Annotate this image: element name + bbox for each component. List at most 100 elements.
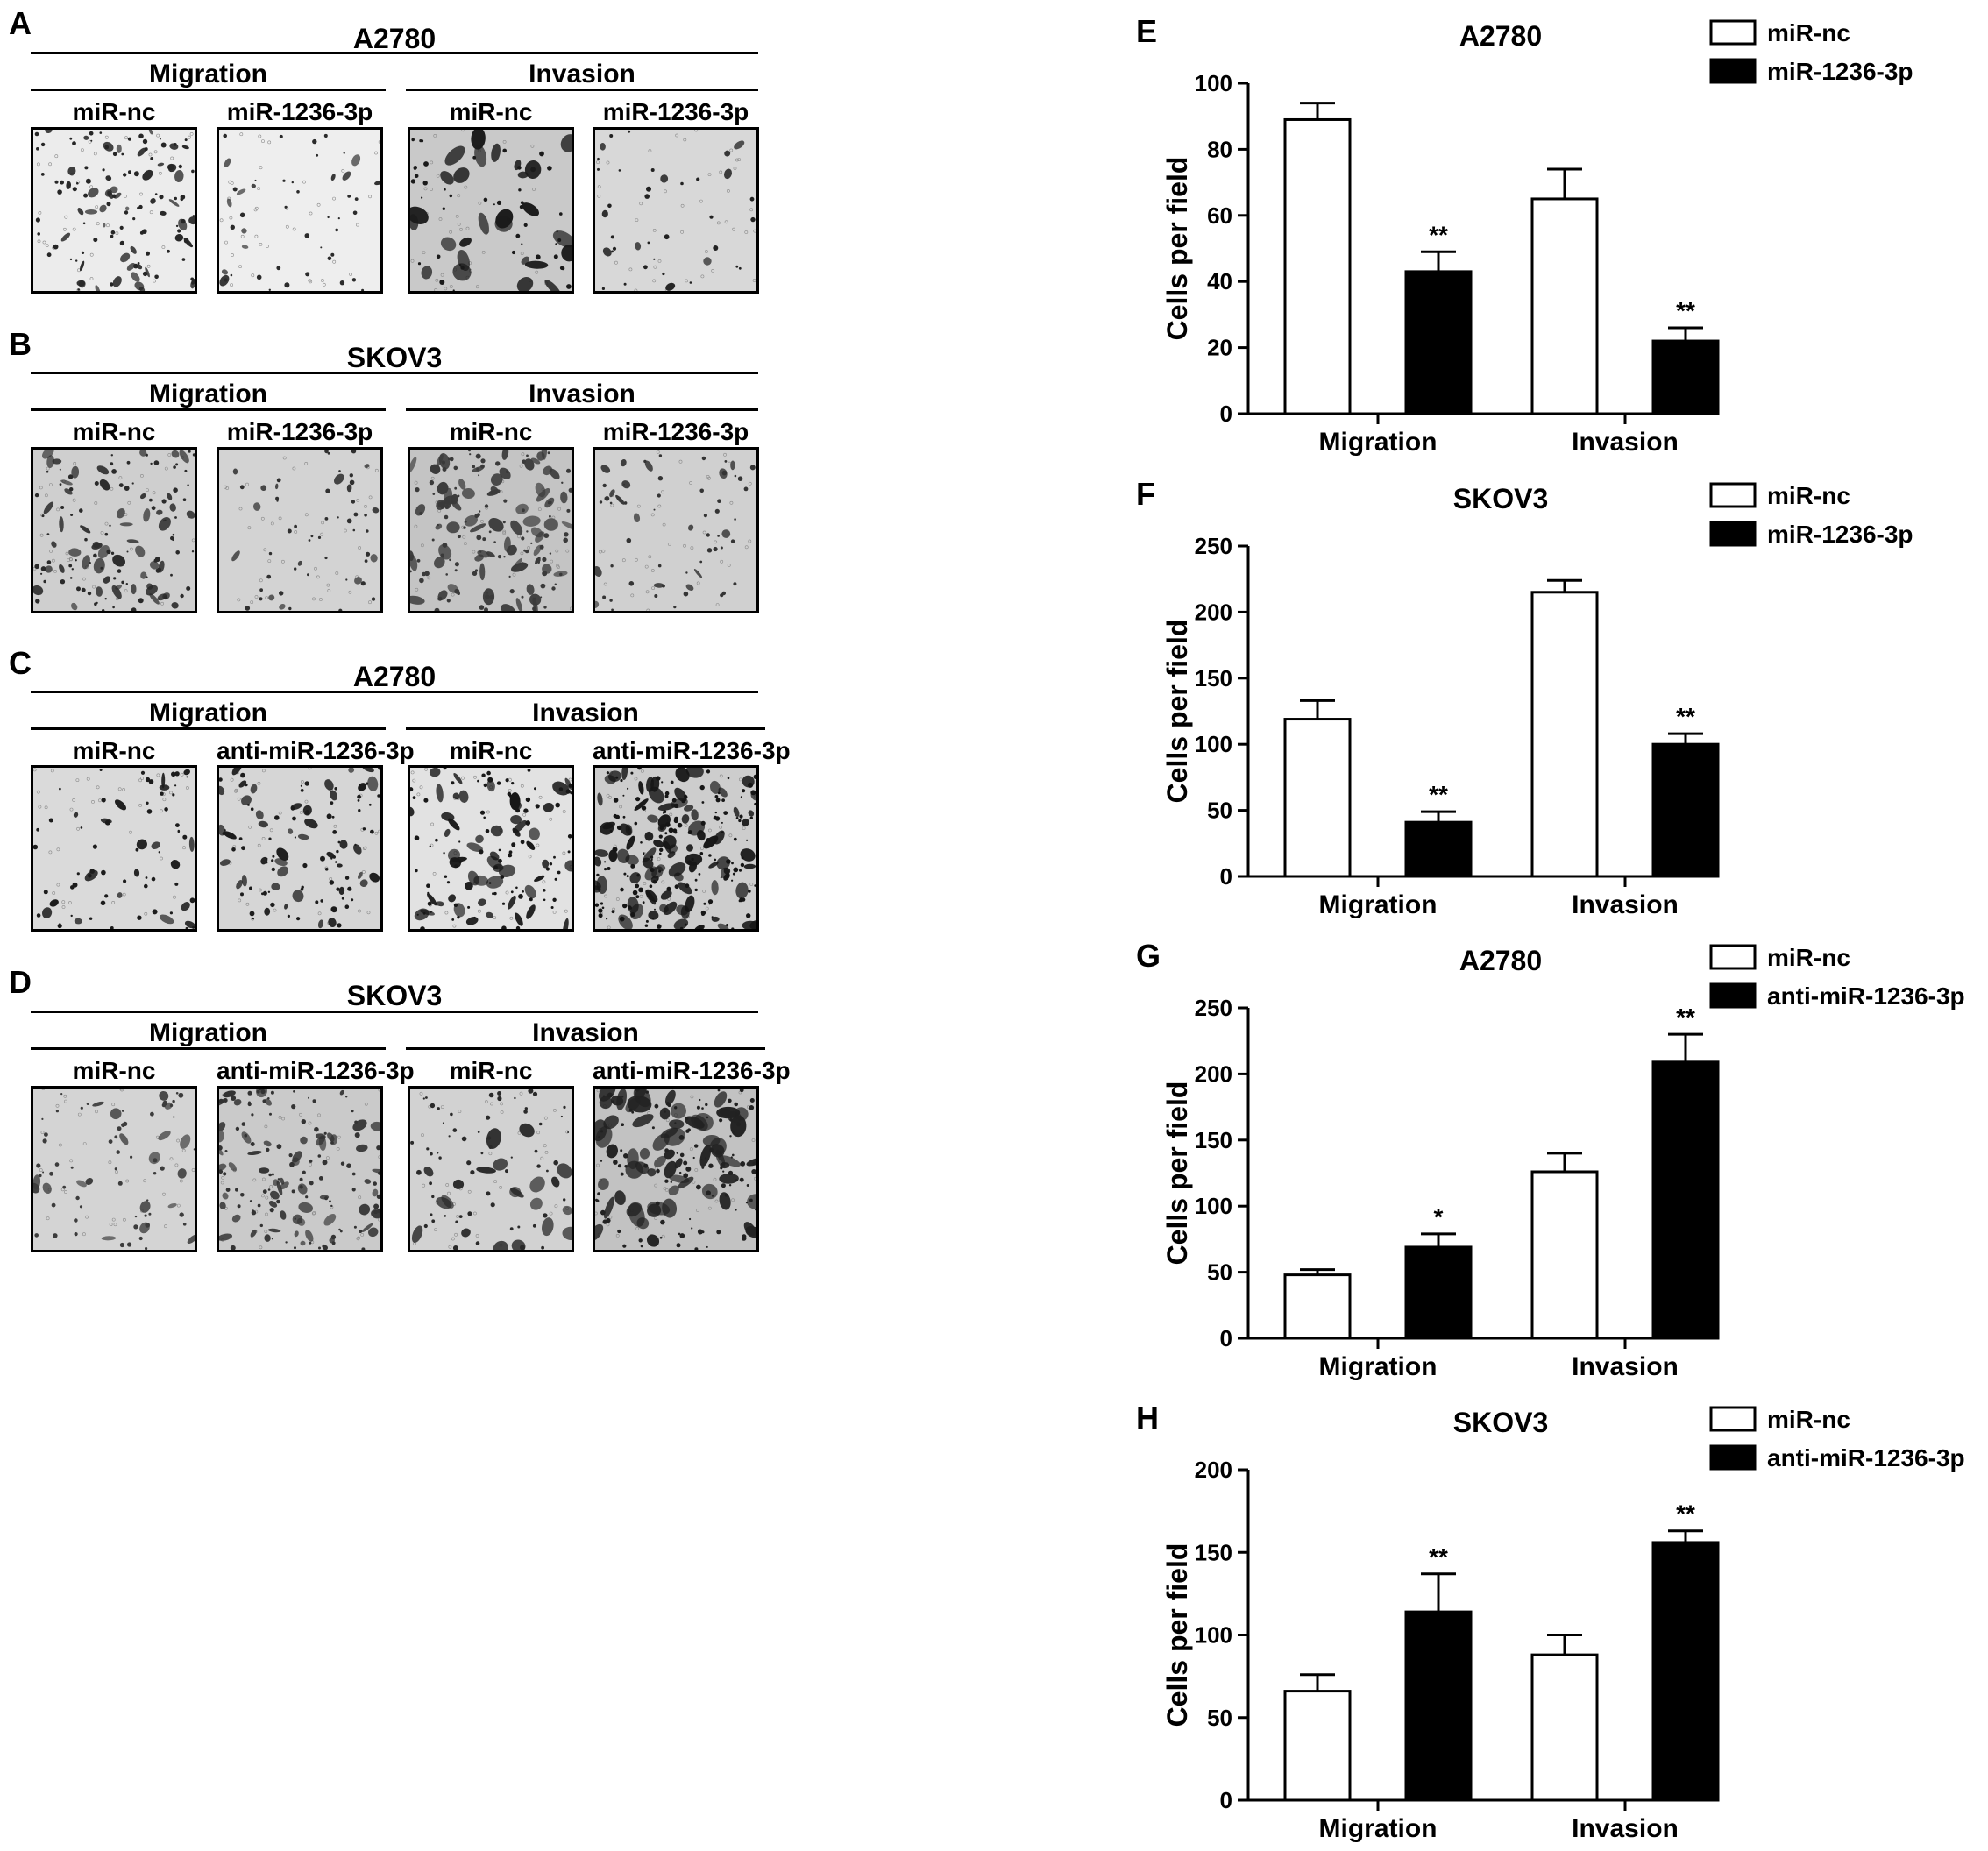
chart-panel-g: G A2780 0 50 100 150 200 250 Cells per field Migr… [1136,938,1965,1381]
legend-label: miR-nc [1767,944,1850,971]
significance-mark: ** [1676,703,1695,730]
y-tick-label: 200 [1195,1457,1232,1483]
y-axis-label: Cells per field [1161,620,1193,804]
chart-title: SKOV3 [1453,483,1548,514]
significance-mark: ** [1676,1004,1695,1031]
x-tick-label: Invasion [1572,1814,1679,1843]
micrograph [408,447,574,613]
significance-mark: ** [1676,1500,1695,1528]
y-tick-label: 0 [1220,1325,1232,1351]
y-tick-label: 150 [1195,665,1232,691]
bar-control [1283,718,1352,878]
panel-label: C [9,645,32,681]
x-tick-label: Migration [1319,1814,1438,1843]
bar-treatment [1651,1541,1720,1802]
y-tick-label: 200 [1195,1060,1232,1087]
legend-label: miR-nc [1767,19,1850,46]
title-rule [31,372,758,374]
micrograph [217,447,383,613]
y-tick-label: 80 [1207,136,1232,162]
group-title-invasion: Invasion [529,379,635,408]
bar-treatment [1651,1060,1720,1340]
significance-mark: ** [1429,1543,1448,1571]
bar-control [1530,1653,1599,1802]
micrograph [593,765,759,932]
bar-treatment [1404,270,1473,415]
chart-title: A2780 [1459,20,1542,52]
y-tick-label: 60 [1207,202,1232,229]
condition-label: miR-nc [449,1057,533,1084]
y-tick-label: 250 [1195,995,1232,1021]
group-rule [31,1047,386,1050]
condition-label: anti-miR-1236-3p [593,1057,791,1084]
y-tick-label: 100 [1195,731,1232,757]
x-tick-label: Migration [1319,890,1438,919]
group-title-invasion: Invasion [532,699,639,727]
legend-swatch [1709,982,1757,1009]
micrograph [408,1086,574,1252]
condition-label: miR-1236-3p [226,98,373,125]
group-rule [406,408,758,411]
micrograph [217,765,383,932]
x-tick-label: Migration [1319,428,1438,457]
y-axis-label: Cells per field [1161,1543,1193,1727]
group-title-migration: Migration [149,379,267,408]
bar-treatment [1651,742,1720,878]
panel-label: E [1136,13,1157,49]
micrograph [408,765,574,932]
condition-label: miR-nc [72,737,156,764]
y-tick-label: 100 [1195,1193,1232,1219]
legend-label: miR-1236-3p [1767,58,1913,85]
group-title-invasion: Invasion [529,60,635,89]
legend-label: anti-miR-1236-3p [1767,1444,1965,1472]
bar-treatment [1651,339,1720,415]
condition-label: miR-nc [72,98,156,125]
bar-treatment [1404,820,1473,878]
condition-label: miR-nc [72,418,156,445]
condition-label: anti-miR-1236-3p [593,737,791,764]
legend-swatch [1709,482,1757,508]
condition-label: miR-nc [449,418,533,445]
chart-panel-h: H SKOV3 0 50 100 150 200 Cells per field Migrati… [1136,1400,1965,1843]
panel-label: A [9,5,32,41]
chart-title: A2780 [1459,945,1542,976]
title-rule [31,691,758,693]
bar-control [1283,1273,1352,1340]
y-tick-label: 0 [1220,401,1232,427]
bar-treatment [1404,1245,1473,1340]
condition-label: miR-nc [449,737,533,764]
y-tick-label: 100 [1195,70,1232,96]
x-tick-label: Migration [1319,1352,1438,1381]
group-title-invasion: Invasion [532,1018,639,1047]
title-rule [31,52,758,54]
group-title-migration: Migration [149,1018,267,1047]
group-rule [31,408,386,411]
y-tick-label: 150 [1195,1539,1232,1565]
significance-mark: ** [1676,297,1695,324]
panel-label: B [9,326,32,362]
bar-control [1530,197,1599,415]
chart-panel-f: F SKOV3 0 50 100 150 200 250 Cells per field Migr… [1136,476,1913,919]
bar-control [1283,1690,1352,1802]
significance-mark: ** [1429,221,1448,248]
legend-swatch [1709,19,1757,46]
legend-label: miR-nc [1767,1406,1850,1433]
y-axis-label: Cells per field [1161,157,1193,341]
legend-swatch [1709,944,1757,970]
micrograph [593,1086,759,1252]
group-rule [406,727,765,730]
x-tick-label: Invasion [1572,1352,1679,1381]
cell-line-title: SKOV3 [346,342,443,373]
panel-label: F [1136,476,1155,512]
legend-label: anti-miR-1236-3p [1767,982,1965,1010]
chart-title: SKOV3 [1453,1407,1548,1438]
legend-label: miR-nc [1767,482,1850,509]
y-tick-label: 20 [1207,335,1232,361]
bar-treatment [1404,1610,1473,1802]
cell-line-title: A2780 [352,661,437,692]
legend-swatch [1709,1406,1757,1432]
condition-label: anti-miR-1236-3p [217,1057,415,1084]
micrograph [593,127,759,294]
